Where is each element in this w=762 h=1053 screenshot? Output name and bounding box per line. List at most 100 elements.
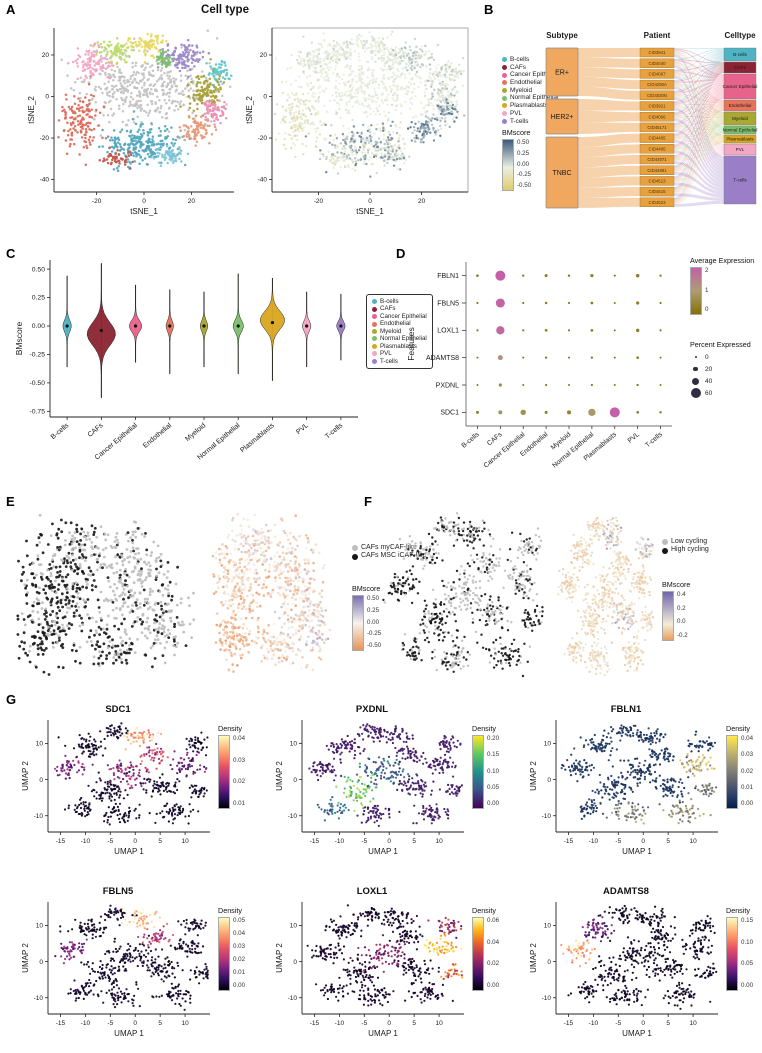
cycling-umap <box>382 512 544 678</box>
legend-item-label: CAFs <box>380 305 396 313</box>
avg-expression-legend: Average Expression 2 1 0 <box>690 256 754 315</box>
size-dot-icon <box>693 366 698 372</box>
density-title-adamts8: ADAMTS8 <box>603 886 649 897</box>
legend-swatch-icon <box>502 103 507 109</box>
colorbar-tick-label: 0.20 <box>487 735 500 742</box>
colorbar-tick-label: 0.04 <box>487 938 500 946</box>
legend-item: High cycling <box>662 546 709 554</box>
legend-item-label: Normal Epithelial <box>380 335 427 343</box>
panel-e-label: E <box>6 494 15 509</box>
legend-swatch-icon <box>502 80 507 86</box>
tsne-bmscore-plot: -20 0 20 20 0 -20 -40 tSNE_1 tSNE_2 <box>245 27 469 216</box>
colorbar-tick-label: 0.00 <box>367 618 380 626</box>
svg-text:FBLN5: FBLN5 <box>437 300 459 307</box>
sankey-diagram: Subtype Patient Celltype ER+ HER2+ TNBC CID394… <box>545 31 757 209</box>
density-title-fbln1: FBLN1 <box>610 704 642 715</box>
panel-a-label: A <box>6 2 16 17</box>
cycling-legend: Low cycling High cycling <box>662 538 709 555</box>
legend-swatch-icon <box>352 545 358 552</box>
colorbar-tick-label: -0.25 <box>517 171 532 179</box>
legend-item-label: B-cells <box>510 56 530 63</box>
panel-f-label: F <box>364 494 372 509</box>
colorbar-gradient <box>726 735 738 809</box>
svg-text:T-cells: T-cells <box>644 431 664 449</box>
svg-text:CID44991: CID44991 <box>647 168 667 173</box>
svg-text:20: 20 <box>188 198 196 205</box>
legend-swatch-icon <box>502 118 507 124</box>
colorbar-gradient <box>726 917 738 991</box>
svg-text:tSNE_1: tSNE_1 <box>130 207 158 216</box>
svg-text:0: 0 <box>142 198 146 205</box>
svg-text:BMscore: BMscore <box>14 321 24 355</box>
svg-text:Normal Epithelial: Normal Epithelial <box>551 431 595 470</box>
density-legend-fbln1: Density 0.04 0.03 0.02 0.01 0.00 <box>726 724 753 809</box>
colorbar-gradient <box>472 735 484 809</box>
colorbar-tick-label: 2 <box>705 267 709 274</box>
legend-swatch-icon <box>662 539 668 546</box>
caf-subtype-umap <box>16 513 196 676</box>
svg-text:CID4495: CID4495 <box>649 146 667 151</box>
legend-swatch-icon <box>502 95 507 101</box>
legend-item: Plasmablasts <box>372 343 427 350</box>
legend-item-label: PVL <box>510 109 523 117</box>
colorbar-title: Density <box>472 724 496 733</box>
colorbar-tick-label: 0.10 <box>487 767 500 775</box>
density-legend-loxl1: Density 0.06 0.04 0.02 0.00 <box>472 906 499 991</box>
colorbar-tick-label: 0.4 <box>677 591 686 598</box>
legend-item-label: PVL <box>380 350 392 358</box>
svg-text:-0.75: -0.75 <box>30 409 46 416</box>
colorbar-tick-label: 0.03 <box>233 756 246 764</box>
colorbar-tick-label: 0.02 <box>233 778 246 786</box>
legend-item-label: T-cells <box>380 357 398 365</box>
size-legend-label: 0 <box>705 353 709 361</box>
svg-text:-0.25: -0.25 <box>30 352 46 359</box>
legend-item: B-cells <box>502 56 558 64</box>
density-title-pxdnl: PXDNL <box>355 704 389 715</box>
density-legend-adamts8: Density 0.15 0.10 0.05 0.00 <box>726 906 753 991</box>
svg-text:tSNE_2: tSNE_2 <box>245 96 254 124</box>
colorbar-tick-label: 0.00 <box>517 160 530 168</box>
legend-item-label: Normal Epithelial <box>510 94 559 102</box>
svg-text:B-cells: B-cells <box>50 422 71 441</box>
density-legend-fbln5: Density 0.05 0.04 0.03 0.02 0.01 0.00 <box>218 906 245 991</box>
legend-swatch-icon <box>372 328 377 334</box>
legend-item-label: High cycling <box>671 546 709 554</box>
legend-item: Endothelial <box>372 320 427 327</box>
svg-text:ER+: ER+ <box>555 70 569 77</box>
legend-item-label: Endothelial <box>380 320 411 328</box>
legend-item-label: Low cycling <box>671 538 708 545</box>
colorbar-tick-label: 0.05 <box>233 917 246 924</box>
size-legend-label: 60 <box>705 389 713 397</box>
density-title-sdc1: SDC1 <box>105 704 131 715</box>
legend-swatch-icon <box>502 65 507 71</box>
svg-text:0.00: 0.00 <box>32 323 45 330</box>
colorbar-title: Density <box>726 724 750 733</box>
svg-text:CID4067: CID4067 <box>649 72 667 77</box>
svg-text:T-cells: T-cells <box>733 178 747 183</box>
colorbar-tick-label: 0.05 <box>487 783 500 791</box>
legend-swatch-icon <box>502 88 507 94</box>
svg-text:CID4515: CID4515 <box>649 189 667 194</box>
panel-a-title: Cell type <box>201 4 249 16</box>
legend-swatch-icon <box>372 306 377 312</box>
legend-swatch-icon <box>372 299 377 305</box>
celltype-legend-c: B-cells CAFs Cancer Epithelial Endothelial M… <box>366 294 433 369</box>
svg-text:CID4290A: CID4290A <box>647 82 667 87</box>
legend-item: Plasmablasts <box>502 102 558 110</box>
svg-text:PVL: PVL <box>627 431 642 445</box>
legend-item: Endothelial <box>502 79 558 87</box>
panel-d-label: D <box>396 246 406 261</box>
svg-text:0.50: 0.50 <box>32 266 45 273</box>
size-legend-label: 20 <box>705 365 713 373</box>
colorbar-tick-label: 0.04 <box>233 735 246 742</box>
svg-text:FBLN1: FBLN1 <box>437 273 459 280</box>
svg-text:PVL: PVL <box>295 422 310 436</box>
colorbar-gradient <box>502 139 514 191</box>
colorbar-tick-label: 0.00 <box>741 800 754 807</box>
svg-text:-40: -40 <box>40 177 50 184</box>
svg-text:tSNE_1: tSNE_1 <box>356 207 384 216</box>
svg-text:CID45171: CID45171 <box>647 125 667 130</box>
legend-swatch-icon <box>502 57 507 63</box>
colorbar-tick-label: 0.01 <box>233 799 246 807</box>
